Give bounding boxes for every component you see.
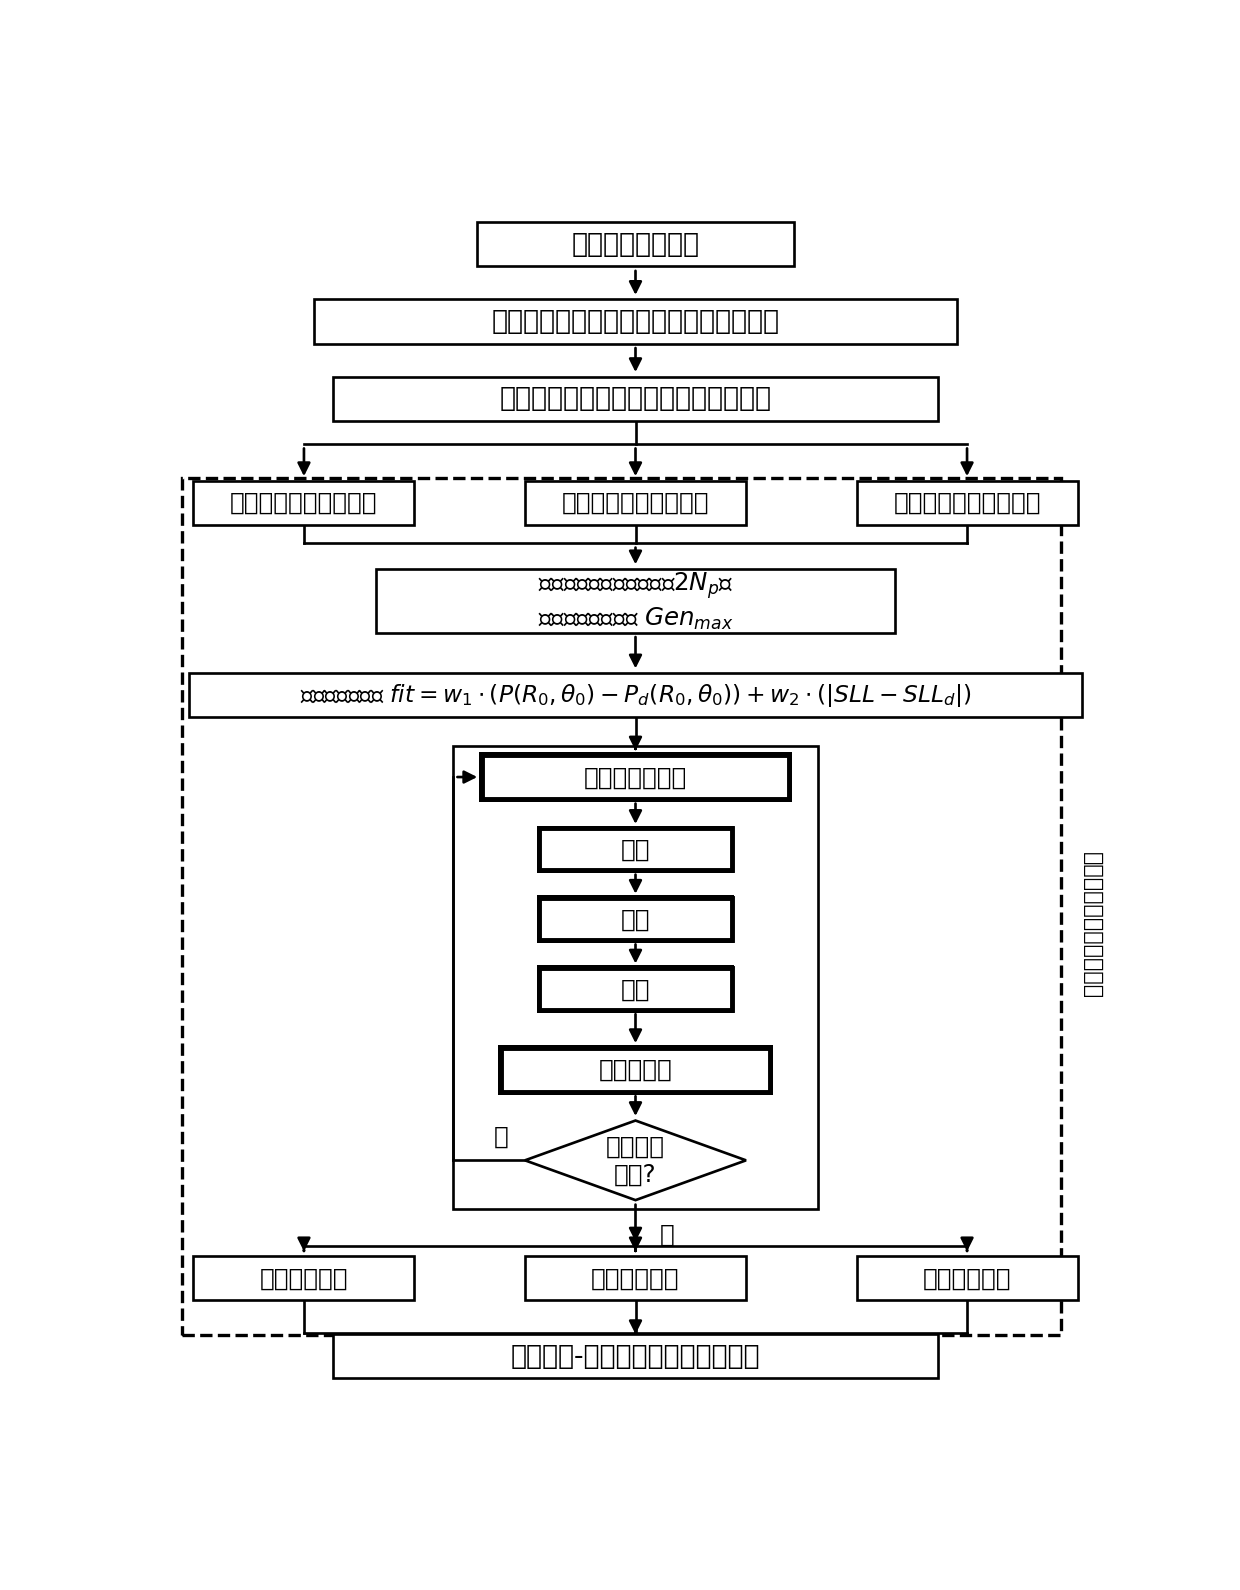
FancyBboxPatch shape	[857, 1256, 1078, 1301]
Text: 获得距离-角度域解耦合功率方向图: 获得距离-角度域解耦合功率方向图	[511, 1344, 760, 1369]
FancyBboxPatch shape	[193, 480, 414, 525]
FancyBboxPatch shape	[539, 898, 732, 940]
FancyBboxPatch shape	[539, 968, 732, 1010]
FancyBboxPatch shape	[193, 1256, 414, 1301]
FancyBboxPatch shape	[537, 965, 734, 1013]
Text: 交叉: 交叉	[621, 908, 650, 932]
FancyBboxPatch shape	[314, 301, 957, 343]
FancyBboxPatch shape	[332, 1334, 939, 1379]
Text: 满足循环
条件?: 满足循环 条件?	[606, 1135, 665, 1186]
Text: 设置系统指标参数: 设置系统指标参数	[572, 232, 699, 258]
Text: 构建频率分集共形阵列远场功率方向图: 构建频率分集共形阵列远场功率方向图	[500, 386, 771, 412]
FancyBboxPatch shape	[498, 1045, 773, 1096]
FancyBboxPatch shape	[332, 377, 939, 421]
FancyBboxPatch shape	[537, 895, 734, 943]
Text: 变异: 变异	[621, 976, 650, 1002]
FancyBboxPatch shape	[525, 1256, 746, 1301]
FancyBboxPatch shape	[857, 480, 1078, 525]
Text: 输出激励相位: 输出激励相位	[591, 1266, 680, 1289]
Text: 输出频率增量: 输出频率增量	[923, 1266, 1012, 1289]
Text: 输出激励幅值: 输出激励幅值	[259, 1266, 348, 1289]
Text: 全波电磁仿真获得各天线单元有源方向图: 全波电磁仿真获得各天线单元有源方向图	[491, 308, 780, 335]
Text: 初始化种群（种群大小：2$N_p$）
确定最大循环次数 $Gen_{max}$: 初始化种群（种群大小：2$N_p$） 确定最大循环次数 $Gen_{max}$	[538, 571, 733, 631]
Text: 遗传算法优化远场方向图: 遗传算法优化远场方向图	[1083, 852, 1102, 999]
Polygon shape	[525, 1121, 746, 1200]
Text: 选择: 选择	[621, 838, 650, 862]
Text: 设置激励幅值动态范围: 设置激励幅值动态范围	[231, 491, 378, 515]
Text: 设置激励相位动态范围: 设置激励相位动态范围	[562, 491, 709, 515]
FancyBboxPatch shape	[537, 825, 734, 873]
Text: 产生新种群: 产生新种群	[599, 1057, 672, 1081]
FancyBboxPatch shape	[525, 480, 746, 525]
Text: 计算个体适应度: 计算个体适应度	[584, 765, 687, 789]
FancyBboxPatch shape	[188, 673, 1083, 717]
Text: 是: 是	[660, 1223, 675, 1247]
Text: 设置频率增量动态范围: 设置频率增量动态范围	[893, 491, 1040, 515]
FancyBboxPatch shape	[376, 569, 895, 633]
FancyBboxPatch shape	[501, 1048, 770, 1092]
FancyBboxPatch shape	[477, 223, 794, 267]
FancyBboxPatch shape	[539, 828, 732, 870]
Text: 否: 否	[494, 1124, 508, 1148]
FancyBboxPatch shape	[481, 755, 789, 800]
FancyBboxPatch shape	[479, 752, 792, 801]
Text: 确定适应度函数 $fit = w_1\cdot(P(R_0,\theta_0)-P_d(R_0,\theta_0))+w_2\cdot(|SLL-SLL_d|): 确定适应度函数 $fit = w_1\cdot(P(R_0,\theta_0)-…	[300, 682, 971, 709]
